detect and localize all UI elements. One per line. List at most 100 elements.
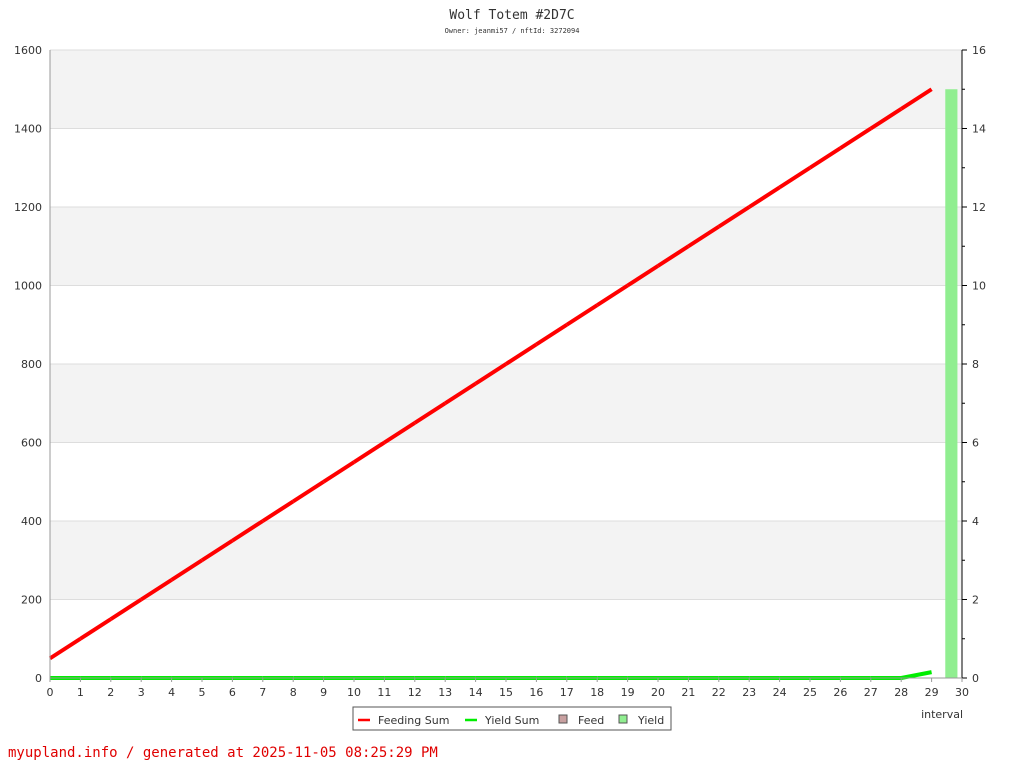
line-segment-feeding-sum	[48, 637, 82, 661]
x-tick-label: 23	[742, 686, 756, 699]
legend-item-feed-swatch	[558, 714, 568, 724]
y-tick-label-left: 400	[21, 515, 42, 528]
x-tick-label: 27	[864, 686, 878, 699]
grid-band	[50, 207, 962, 286]
legend-item-feeding-sum: Feeding Sum	[378, 714, 449, 727]
y-tick-label-right: 8	[972, 358, 979, 371]
line-segment-feeding-sum	[200, 538, 234, 562]
line-segment-feeding-sum	[535, 323, 568, 347]
y-tick-label-right: 2	[972, 594, 979, 607]
grid-band	[50, 128, 962, 207]
line-segment-feeding-sum	[504, 342, 538, 366]
footer-text: myupland.info / generated at 2025-11-05 …	[8, 745, 438, 761]
y-tick-label-left: 1000	[14, 280, 42, 293]
x-tick-label: 17	[560, 686, 574, 699]
x-tick-label: 10	[347, 686, 361, 699]
y-tick-label-left: 1600	[14, 44, 42, 57]
grid-band	[50, 521, 962, 600]
x-tick-label: 8	[290, 686, 297, 699]
x-tick-label: 15	[499, 686, 513, 699]
x-tick-label: 13	[438, 686, 452, 699]
line-segment-feeding-sum	[900, 87, 933, 111]
x-tick-label: 28	[894, 686, 908, 699]
y-tick-label-right: 6	[972, 437, 979, 450]
x-axis-label: interval	[921, 708, 963, 721]
x-tick-label: 14	[469, 686, 483, 699]
x-tick-label: 25	[803, 686, 817, 699]
y-tick-label-right: 0	[972, 672, 979, 685]
legend-item-yield-swatch	[618, 714, 628, 724]
line-segment-feeding-sum	[748, 185, 781, 209]
x-tick-label: 19	[621, 686, 635, 699]
line-segment-feeding-sum	[869, 107, 903, 131]
y-tick-label-left: 0	[35, 672, 42, 685]
line-segment-feeding-sum	[140, 578, 173, 602]
x-tick-label: 3	[138, 686, 145, 699]
x-tick-label: 24	[773, 686, 787, 699]
grid-band	[50, 364, 962, 443]
x-tick-label: 21	[681, 686, 695, 699]
line-segment-feeding-sum	[352, 440, 386, 464]
line-segment-feeding-sum	[839, 126, 872, 150]
line-segment-feeding-sum	[474, 362, 508, 386]
x-tick-label: 0	[47, 686, 54, 699]
line-segment-feeding-sum	[656, 244, 690, 268]
y-tick-label-right: 12	[972, 201, 986, 214]
line-segment-feeding-sum	[79, 617, 112, 641]
x-tick-label: 26	[833, 686, 847, 699]
bar-yield	[945, 89, 958, 678]
legend-box	[352, 706, 672, 731]
y-tick-label-left: 200	[21, 594, 42, 607]
y-tick-label-left: 1400	[14, 123, 42, 136]
line-segment-feeding-sum	[626, 264, 660, 288]
y-tick-label-right: 16	[972, 44, 986, 57]
legend-item-feed: Feed	[578, 714, 604, 727]
legend: Feeding Sum Yield Sum Feed Yield	[352, 706, 672, 731]
line-segment-feeding-sum	[413, 401, 447, 425]
line-segment-feeding-sum	[717, 205, 751, 229]
x-tick-label: 1	[77, 686, 84, 699]
x-tick-label: 2	[107, 686, 114, 699]
line-segment-feeding-sum	[170, 558, 204, 582]
grid-band	[50, 599, 962, 678]
x-tick-label: 20	[651, 686, 665, 699]
line-segment-feeding-sum	[778, 166, 812, 190]
line-segment-feeding-sum	[109, 597, 143, 621]
line-segment-yield-sum	[900, 670, 932, 680]
x-tick-label: 4	[168, 686, 175, 699]
y-tick-label-right: 4	[972, 515, 979, 528]
legend-item-yield: Yield	[637, 714, 664, 727]
line-segment-feeding-sum	[292, 480, 325, 504]
y-tick-label-left: 600	[21, 437, 42, 450]
x-tick-label: 22	[712, 686, 726, 699]
grid-band	[50, 50, 962, 129]
chart-subtitle: Owner: jeanmi57 / nftId: 3272094	[445, 27, 580, 35]
x-tick-label: 6	[229, 686, 236, 699]
y-tick-label-left: 1200	[14, 201, 42, 214]
line-segment-feeding-sum	[565, 303, 599, 327]
x-tick-label: 16	[529, 686, 543, 699]
chart: Wolf Totem #2D7C Owner: jeanmi57 / nftId…	[14, 8, 986, 731]
line-segment-feeding-sum	[444, 381, 477, 405]
line-segment-feeding-sum	[596, 283, 629, 307]
x-tick-label: 5	[199, 686, 206, 699]
line-segment-feeding-sum	[231, 519, 264, 543]
line-segment-feeding-sum	[687, 224, 720, 248]
legend-item-yield-sum: Yield Sum	[484, 714, 539, 727]
line-segment-feeding-sum	[261, 499, 295, 523]
x-tick-label: 9	[320, 686, 327, 699]
y-tick-label-right: 14	[972, 123, 986, 136]
line-segment-feeding-sum	[322, 460, 356, 484]
x-tick-label: 12	[408, 686, 422, 699]
grid-band	[50, 285, 962, 364]
x-tick-label: 29	[925, 686, 939, 699]
x-tick-label: 30	[955, 686, 969, 699]
x-tick-label: 11	[377, 686, 391, 699]
chart-title: Wolf Totem #2D7C	[449, 8, 574, 23]
grid-band	[50, 442, 962, 521]
x-tick-label: 18	[590, 686, 604, 699]
y-tick-label-left: 800	[21, 358, 42, 371]
line-segment-feeding-sum	[808, 146, 842, 170]
x-tick-label: 7	[259, 686, 266, 699]
y-tick-label-right: 10	[972, 280, 986, 293]
